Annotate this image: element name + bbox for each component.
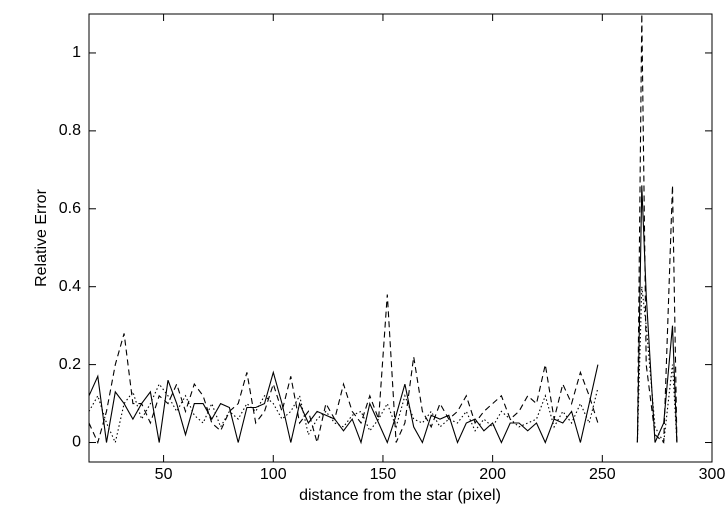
x-axis-label: distance from the star (pixel) (299, 487, 501, 504)
x-tick-label: 150 (370, 466, 397, 483)
x-tick-label: 250 (589, 466, 616, 483)
y-axis-label: Relative Error (33, 188, 50, 286)
x-tick-label: 200 (479, 466, 506, 483)
y-tick-label: 1 (72, 44, 81, 61)
x-tick-label: 300 (699, 466, 726, 483)
data-line (88, 13, 678, 445)
plot-frame (88, 13, 713, 463)
y-tick-label: 0.2 (59, 356, 81, 373)
y-tick-label: 0.6 (59, 200, 81, 217)
data-line (88, 185, 678, 445)
y-tick-label: 0.8 (59, 122, 81, 139)
x-tick-label: 100 (260, 466, 287, 483)
x-tick-label: 50 (155, 466, 173, 483)
data-line (88, 286, 678, 445)
y-tick-label: 0.4 (59, 278, 81, 295)
y-tick-label: 0 (72, 434, 81, 451)
